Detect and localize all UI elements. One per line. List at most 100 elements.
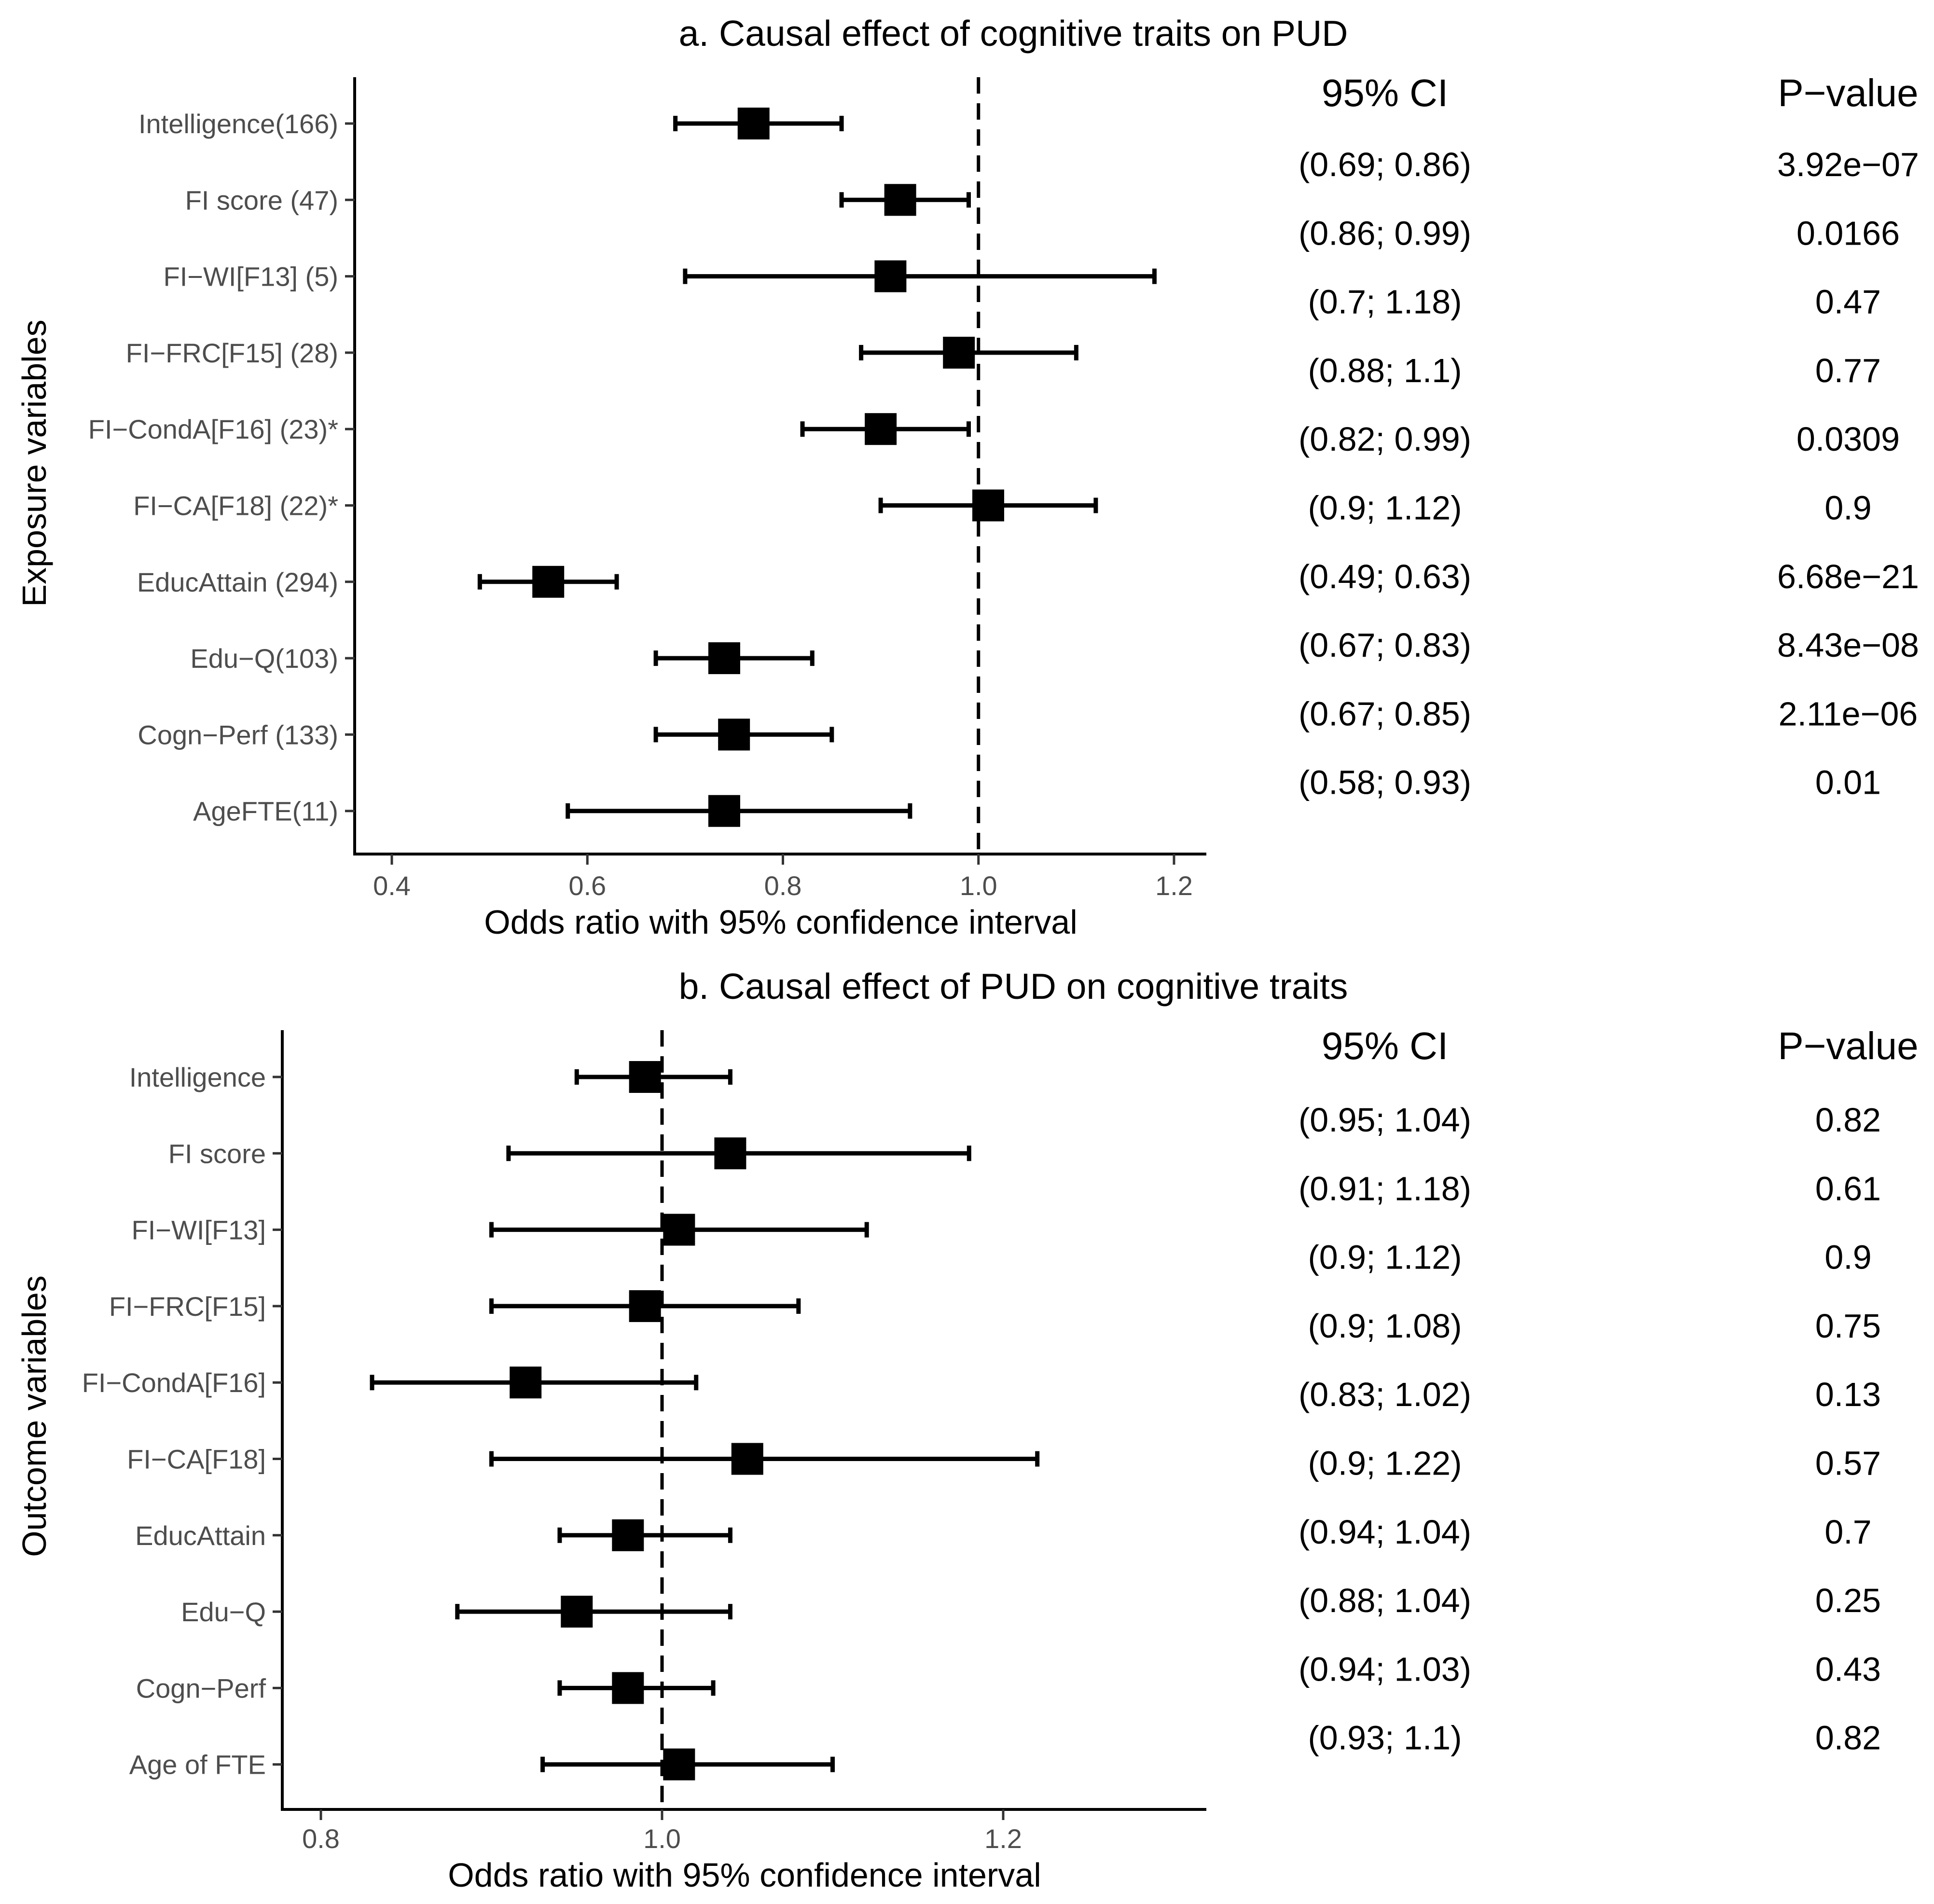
odds-ratio-point xyxy=(972,489,1005,522)
p-value: 0.13 xyxy=(1815,1376,1881,1413)
odds-ratio-point xyxy=(561,1596,593,1628)
odds-ratio-point xyxy=(708,642,740,675)
row-label: EducAttain (294) xyxy=(137,567,338,597)
ci-value: (0.88; 1.1) xyxy=(1308,352,1462,389)
odds-ratio-point xyxy=(884,184,916,216)
x-tick-label: 1.0 xyxy=(643,1823,681,1854)
row-label: FI−WI[F13] xyxy=(132,1215,266,1245)
p-value: 3.92e−07 xyxy=(1777,146,1919,183)
odds-ratio-point xyxy=(718,718,750,751)
odds-ratio-point xyxy=(865,413,897,445)
x-tick-label: 0.8 xyxy=(302,1823,340,1854)
row-label: Cogn−Perf xyxy=(136,1673,266,1703)
p-value: 6.68e−21 xyxy=(1777,558,1919,595)
x-tick-label: 1.2 xyxy=(984,1823,1022,1854)
ci-value: (0.86; 0.99) xyxy=(1299,214,1471,252)
x-tick-label: 0.4 xyxy=(373,870,411,901)
row-label: FI score (47) xyxy=(185,185,338,215)
chart-title: b. Causal effect of PUD on cognitive tra… xyxy=(679,966,1348,1007)
row-label: FI score xyxy=(168,1138,266,1169)
ci-value: (0.94; 1.04) xyxy=(1299,1513,1471,1551)
ci-value: (0.82; 0.99) xyxy=(1299,420,1471,458)
row-label: FI−FRC[F15] (28) xyxy=(126,338,338,368)
row-label: FI−CA[F18] xyxy=(127,1444,266,1475)
ci-value: (0.9; 1.22) xyxy=(1308,1445,1462,1482)
row-label: FI−CondA[F16] (23)* xyxy=(88,414,338,444)
ci-value: (0.91; 1.18) xyxy=(1299,1170,1471,1207)
row-label: Edu−Q(103) xyxy=(190,643,338,674)
ci-column-header: 95% CI xyxy=(1322,71,1448,114)
ci-value: (0.58; 0.93) xyxy=(1299,764,1471,801)
row-label: Cogn−Perf (133) xyxy=(138,719,338,750)
ci-value: (0.9; 1.12) xyxy=(1308,489,1462,527)
p-column-header: P−value xyxy=(1778,1024,1918,1067)
row-label: FI−CA[F18] (22)* xyxy=(133,491,338,521)
odds-ratio-point xyxy=(737,108,770,139)
p-value: 0.01 xyxy=(1815,764,1881,801)
x-tick-label: 0.6 xyxy=(568,870,606,901)
row-label: EducAttain xyxy=(135,1520,266,1551)
p-value: 0.9 xyxy=(1824,489,1871,527)
x-axis-title: Odds ratio with 95% confidence interval xyxy=(448,1856,1041,1894)
row-label: FI−FRC[F15] xyxy=(109,1291,266,1322)
ci-value: (0.9; 1.12) xyxy=(1308,1239,1462,1276)
p-value: 0.82 xyxy=(1815,1719,1881,1757)
chart-title: a. Causal effect of cognitive traits on … xyxy=(679,13,1348,54)
odds-ratio-point xyxy=(532,566,565,598)
row-label: FI−CondA[F16] xyxy=(82,1367,266,1398)
row-label: AgeFTE(11) xyxy=(193,796,338,827)
row-label: FI−WI[F13] (5) xyxy=(164,262,339,292)
x-tick-label: 1.0 xyxy=(960,870,997,901)
p-value: 0.7 xyxy=(1824,1513,1871,1551)
odds-ratio-point xyxy=(612,1672,644,1704)
p-value: 0.9 xyxy=(1824,1239,1871,1276)
ci-value: (0.67; 0.83) xyxy=(1299,626,1471,664)
ci-value: (0.9; 1.08) xyxy=(1308,1307,1462,1345)
odds-ratio-point xyxy=(708,795,740,827)
odds-ratio-point xyxy=(663,1748,695,1780)
ci-value: (0.67; 0.85) xyxy=(1299,695,1471,732)
p-value: 0.0166 xyxy=(1796,214,1900,252)
ci-value: (0.7; 1.18) xyxy=(1308,283,1462,321)
odds-ratio-point xyxy=(943,336,975,369)
panel-a: a. Causal effect of cognitive traits on … xyxy=(15,13,1919,941)
p-value: 8.43e−08 xyxy=(1777,626,1919,664)
x-axis-title: Odds ratio with 95% confidence interval xyxy=(484,903,1078,941)
row-label: Age of FTE xyxy=(129,1750,266,1780)
p-value: 2.11e−06 xyxy=(1779,695,1918,732)
odds-ratio-point xyxy=(629,1061,661,1093)
p-value: 0.0309 xyxy=(1796,420,1900,458)
ci-value: (0.94; 1.03) xyxy=(1299,1650,1471,1688)
ci-value: (0.95; 1.04) xyxy=(1299,1101,1471,1139)
p-value: 0.43 xyxy=(1815,1650,1881,1688)
odds-ratio-point xyxy=(629,1290,661,1322)
odds-ratio-point xyxy=(612,1519,644,1551)
p-column-header: P−value xyxy=(1778,71,1918,114)
ci-value: (0.93; 1.1) xyxy=(1308,1719,1462,1757)
panel-b: b. Causal effect of PUD on cognitive tra… xyxy=(15,966,1919,1894)
p-value: 0.61 xyxy=(1815,1170,1881,1207)
p-value: 0.25 xyxy=(1815,1582,1881,1619)
ci-value: (0.83; 1.02) xyxy=(1299,1376,1471,1413)
p-value: 0.82 xyxy=(1815,1101,1881,1139)
ci-value: (0.88; 1.04) xyxy=(1299,1582,1471,1619)
odds-ratio-point xyxy=(510,1366,542,1399)
p-value: 0.77 xyxy=(1815,352,1881,389)
y-axis-title: Exposure variables xyxy=(15,319,53,607)
odds-ratio-point xyxy=(874,260,907,292)
x-tick-label: 0.8 xyxy=(764,870,802,901)
x-tick-label: 1.2 xyxy=(1155,870,1193,901)
p-value: 0.47 xyxy=(1815,283,1881,321)
ci-value: (0.49; 0.63) xyxy=(1299,558,1471,595)
ci-value: (0.69; 0.86) xyxy=(1299,146,1471,183)
row-label: Intelligence(166) xyxy=(138,109,338,139)
odds-ratio-point xyxy=(663,1214,695,1246)
row-label: Edu−Q xyxy=(181,1597,266,1627)
odds-ratio-point xyxy=(731,1443,763,1475)
odds-ratio-point xyxy=(714,1137,746,1170)
y-axis-title: Outcome variables xyxy=(15,1275,53,1557)
p-value: 0.75 xyxy=(1815,1307,1881,1345)
row-label: Intelligence xyxy=(129,1062,266,1092)
ci-column-header: 95% CI xyxy=(1322,1024,1448,1067)
